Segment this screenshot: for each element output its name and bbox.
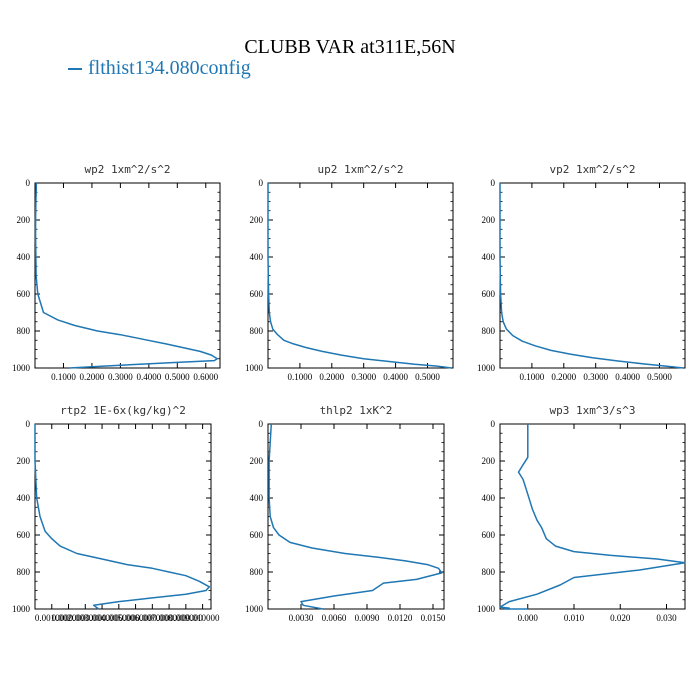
- y-tick-label: 600: [17, 530, 31, 540]
- y-tick-label: 0: [491, 419, 496, 429]
- x-tick-label: 0.2000: [551, 372, 576, 382]
- y-tick-label: 1000: [12, 604, 31, 614]
- x-tick-label: 0.001000: [35, 613, 69, 623]
- x-tick-label: 0.1000: [288, 372, 313, 382]
- profile-line: [267, 183, 452, 369]
- x-tick-label: 0.5000: [165, 372, 190, 382]
- x-tick-label: 0.4000: [383, 372, 408, 382]
- y-tick-label: 0: [26, 419, 31, 429]
- profile-line: [499, 424, 686, 610]
- x-tick-label: 0.010: [564, 613, 585, 623]
- legend-line-swatch: [68, 68, 82, 71]
- y-tick-label: 600: [17, 289, 31, 299]
- x-tick-label: 0.1000: [51, 372, 76, 382]
- panel-2: up2 1xm^2/s^2 0 200 400 600 800 1000 0.1000 0.20…: [245, 163, 454, 382]
- y-tick-label: 600: [482, 289, 496, 299]
- y-tick-label: 200: [250, 215, 264, 225]
- axes-frame: [499, 182, 686, 369]
- x-tick-label: 0.004000: [85, 613, 119, 623]
- x-tick-label: 0.3000: [108, 372, 133, 382]
- x-tick-label: 0.3000: [583, 372, 608, 382]
- y-tick-label: 200: [482, 215, 496, 225]
- x-tick-label: 0.2000: [319, 372, 344, 382]
- y-tick-label: 200: [17, 456, 31, 466]
- y-tick-label: 0: [259, 178, 264, 188]
- y-tick-label: 400: [17, 252, 31, 262]
- profile-line: [34, 182, 218, 369]
- y-tick-label: 600: [250, 530, 264, 540]
- y-tick-label: 1000: [245, 363, 264, 373]
- panel-6: wp3 1xm^3/s^3 0 200 400 600 800 1000 0.000 0.010…: [477, 404, 686, 623]
- panel-1: wp2 1xm^2/s^2 0 200 400 600 800 1000 0.1000 0.20…: [12, 163, 221, 382]
- y-tick-label: 0: [491, 178, 496, 188]
- legend-entry: flthist134.080config: [68, 57, 251, 80]
- y-tick-label: 800: [250, 567, 264, 577]
- x-tick-label: 0.030: [656, 613, 677, 623]
- y-tick-label: 400: [482, 493, 496, 503]
- x-tick-label: 0.009000: [169, 613, 203, 623]
- x-tick-label: 0.2000: [80, 372, 105, 382]
- profile-line: [499, 183, 684, 369]
- y-tick-label: 1000: [245, 604, 264, 614]
- panel-title: wp2 1xm^2/s^2: [84, 163, 170, 176]
- panel-5: thlp2 1xK^2 0 200 400 600 800 1000 0.0030 0.0060…: [245, 404, 446, 623]
- y-tick-label: 600: [482, 530, 496, 540]
- chart-title: CLUBB VAR at311E,56N: [244, 36, 456, 58]
- panel-title: up2 1xm^2/s^2: [317, 163, 403, 176]
- x-tick-label: 0.1000: [520, 372, 545, 382]
- x-tick-label: 0.5000: [415, 372, 440, 382]
- y-tick-label: 1000: [12, 363, 31, 373]
- y-tick-label: 800: [250, 326, 264, 336]
- x-tick-label: 0.005000: [102, 613, 136, 623]
- x-tick-label: 0.0150: [421, 613, 446, 623]
- x-tick-label: 0.3000: [351, 372, 376, 382]
- y-tick-label: 1000: [477, 604, 496, 614]
- x-tick-label: 0.0060: [322, 613, 347, 623]
- axes-frame: [267, 182, 454, 369]
- x-tick-label: 0.0030: [289, 613, 314, 623]
- y-tick-label: 200: [250, 456, 264, 466]
- x-tick-label: 0.010000: [186, 613, 220, 623]
- panel-title: rtp2 1E-6x(kg/kg)^2: [60, 404, 186, 417]
- panel-title: wp3 1xm^3/s^3: [549, 404, 635, 417]
- x-tick-label: 0.5000: [647, 372, 672, 382]
- y-tick-label: 1000: [477, 363, 496, 373]
- panel-3: vp2 1xm^2/s^2 0 200 400 600 800 1000 0.1000 0.20…: [477, 163, 686, 382]
- y-tick-label: 200: [17, 215, 31, 225]
- x-tick-label: 0.000: [518, 613, 539, 623]
- x-tick-label: 0.4000: [615, 372, 640, 382]
- y-tick-label: 800: [17, 567, 31, 577]
- y-tick-label: 800: [17, 326, 31, 336]
- y-tick-label: 800: [482, 326, 496, 336]
- x-tick-label: 0.4000: [136, 372, 161, 382]
- y-tick-label: 0: [26, 178, 31, 188]
- x-tick-label: 0.0090: [355, 613, 380, 623]
- y-tick-label: 0: [259, 419, 264, 429]
- axes-frame: [34, 423, 212, 610]
- y-tick-label: 400: [482, 252, 496, 262]
- x-tick-label: 0.007000: [135, 613, 169, 623]
- axes-frame: [34, 182, 221, 369]
- y-tick-label: 400: [250, 493, 264, 503]
- y-tick-label: 600: [250, 289, 264, 299]
- panel-4: rtp2 1E-6x(kg/kg)^2 0 200 400 600 800 1000 0.00…: [12, 404, 220, 623]
- y-tick-label: 200: [482, 456, 496, 466]
- panel-title: vp2 1xm^2/s^2: [549, 163, 635, 176]
- x-tick-label: 0.003000: [68, 613, 102, 623]
- y-tick-label: 400: [250, 252, 264, 262]
- x-tick-label: 0.020: [610, 613, 631, 623]
- profile-line: [34, 424, 211, 610]
- panel-title: thlp2 1xK^2: [320, 404, 393, 417]
- x-tick-label: 0.0120: [388, 613, 413, 623]
- y-tick-label: 400: [17, 493, 31, 503]
- y-tick-label: 800: [482, 567, 496, 577]
- x-tick-label: 0.006000: [119, 613, 153, 623]
- profile-line: [268, 423, 443, 610]
- axes-frame: [267, 423, 445, 610]
- x-tick-label: 0.008000: [152, 613, 186, 623]
- x-tick-label: 0.002000: [52, 613, 86, 623]
- legend-label: flthist134.080config: [88, 57, 251, 79]
- x-tick-label: 0.6000: [193, 372, 218, 382]
